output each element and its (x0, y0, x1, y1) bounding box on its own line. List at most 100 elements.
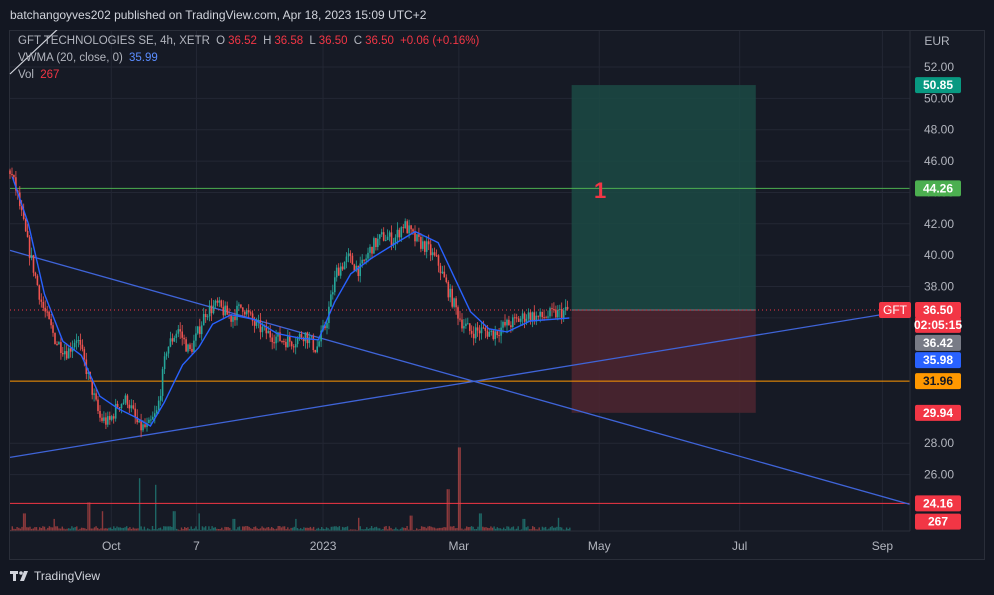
volume-bar (503, 527, 505, 531)
candle-body (512, 317, 514, 327)
candle-body (132, 405, 135, 409)
volume-bar (295, 518, 297, 531)
candle-body (226, 305, 228, 315)
volume-bar (319, 529, 321, 531)
volume-bar (353, 529, 355, 531)
volume-bar (358, 517, 360, 531)
candle-body (32, 255, 35, 273)
volume-bar (282, 526, 284, 531)
candle-body (283, 341, 285, 343)
candle-body (404, 221, 406, 228)
candle-body (171, 338, 174, 342)
volume-bar (180, 527, 183, 531)
volume-bar (253, 527, 255, 531)
candle-body (222, 306, 225, 316)
candle-body (349, 253, 352, 256)
volume-bar (398, 529, 400, 531)
candle-body (134, 408, 136, 417)
x-tick-label: Jul (732, 539, 747, 553)
volume-bar (50, 527, 52, 531)
candle-body (478, 330, 481, 334)
volume-bar (325, 527, 328, 531)
volume-bar (277, 526, 279, 531)
volume-bar (56, 526, 59, 531)
time-axis[interactable]: Oct 7 2023 Mar May Jul Sep (102, 539, 893, 553)
volume-bar (10, 529, 12, 531)
legend-symbol[interactable]: GFT TECHNOLOGIES SE, 4h, XETR (18, 35, 210, 47)
horizontal-lines[interactable] (10, 187, 910, 504)
candle-body (199, 326, 201, 335)
candle-body (97, 399, 99, 411)
candle-body (320, 330, 322, 342)
volume-bar (406, 526, 408, 531)
volume-bar (58, 528, 60, 531)
volume-bar (200, 529, 202, 531)
candle-body (114, 403, 117, 419)
candle-body (48, 311, 50, 320)
candle-body (54, 332, 56, 344)
profit-zone[interactable] (571, 85, 756, 310)
candle-body (445, 277, 448, 282)
volume-bar (367, 528, 370, 531)
volume-bar (134, 528, 136, 531)
candle-body (334, 277, 336, 293)
candle-body (517, 318, 520, 322)
candle-body (324, 325, 326, 329)
candle-body (261, 326, 264, 333)
volume-bar (317, 527, 320, 531)
volume-bar (324, 529, 326, 531)
volume-bar (114, 528, 117, 531)
candle-body (508, 319, 510, 326)
legend-vol-label[interactable]: Vol (18, 69, 34, 81)
candle-body (244, 311, 246, 315)
volume-bar (496, 527, 498, 531)
candle-body (161, 369, 164, 396)
volume-bar (271, 527, 273, 531)
position-zones[interactable] (571, 85, 756, 413)
price-tag-bg (915, 301, 961, 318)
loss-zone[interactable] (571, 309, 756, 413)
footer-brand[interactable]: TradingView (10, 569, 100, 583)
volume-bar (24, 513, 26, 531)
volume-bar (135, 528, 138, 531)
candle-body (116, 403, 119, 408)
trendline[interactable] (9, 309, 911, 458)
volume-bar (419, 529, 421, 531)
volume-bar (314, 529, 316, 531)
trendline[interactable] (9, 249, 911, 505)
trendlines[interactable] (9, 249, 911, 505)
legend-h-value: 36.58 (274, 35, 304, 47)
volume-bar (530, 529, 532, 531)
candle-body (290, 341, 293, 347)
price-tag-text: 44.26 (923, 181, 953, 195)
candle-body (152, 416, 154, 420)
volume-bar (196, 529, 199, 531)
volume-bar (106, 528, 109, 531)
price-chart[interactable]: 1 EUR52.0050.0048.0046.0044.0042.0040.00… (9, 30, 985, 560)
volume-bar (21, 526, 23, 531)
volume-bar (335, 526, 337, 531)
price-tag-text: 29.94 (923, 406, 953, 420)
candle-body (93, 393, 95, 395)
candle-body (234, 316, 236, 321)
volume-bar (499, 528, 502, 531)
legend-vwma-label[interactable]: VWMA (20, close, 0) (18, 52, 123, 64)
volume-bar (221, 527, 223, 531)
volume-bar (350, 529, 352, 531)
volume-bar (374, 527, 376, 531)
volume-bar (321, 527, 323, 531)
candle-body (435, 255, 438, 257)
candle-body (179, 329, 181, 332)
volume-bar (264, 528, 266, 531)
candle-body (312, 336, 315, 350)
candle-body (377, 238, 379, 247)
volume-bar (105, 528, 107, 531)
volume-bar (77, 529, 80, 531)
volume-bar (153, 529, 155, 531)
candle-body (459, 318, 461, 320)
candle-body (230, 315, 232, 322)
annotation-label[interactable]: 1 (594, 178, 606, 203)
candle-body (185, 339, 187, 352)
volume-bar (101, 511, 104, 531)
volume-bar (546, 529, 548, 531)
